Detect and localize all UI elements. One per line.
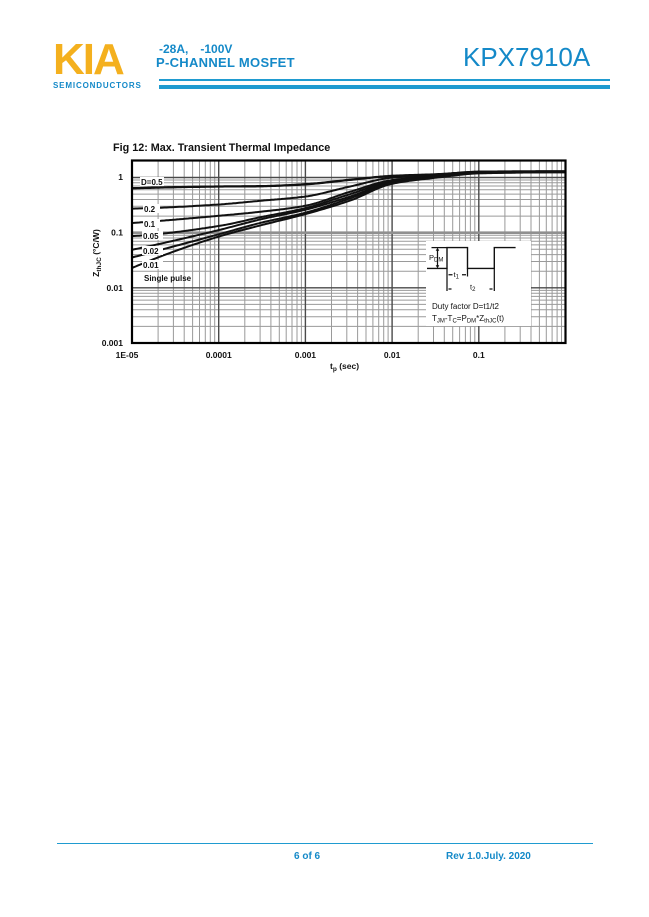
svg-text:0.1: 0.1 (144, 220, 156, 229)
svg-text:0.001: 0.001 (102, 338, 124, 348)
svg-text:0.05: 0.05 (143, 232, 159, 241)
svg-text:0.01: 0.01 (143, 261, 159, 270)
svg-text:Single pulse: Single pulse (144, 274, 192, 283)
svg-text:0.02: 0.02 (143, 247, 159, 256)
svg-text:ZthJC (°C/W): ZthJC (°C/W) (91, 229, 103, 277)
svg-text:1: 1 (118, 172, 123, 182)
svg-text:0.01: 0.01 (384, 350, 401, 360)
svg-text:Fig 12: Max. Transient Thermal: Fig 12: Max. Transient Thermal Impedance (113, 142, 330, 154)
svg-text:PDM: PDM (429, 253, 443, 264)
svg-text:0.2: 0.2 (144, 205, 156, 214)
svg-text:tp (sec): tp (sec) (330, 361, 359, 373)
svg-text:TJM-TC=PDM*ZthJC(t): TJM-TC=PDM*ZthJC(t) (432, 314, 504, 325)
svg-text:t1: t1 (454, 270, 460, 281)
svg-text:0.1: 0.1 (473, 350, 485, 360)
svg-text:D=0.5: D=0.5 (141, 178, 163, 187)
svg-text:0.1: 0.1 (111, 228, 123, 238)
svg-text:0.001: 0.001 (295, 350, 317, 360)
svg-text:t2: t2 (470, 283, 476, 294)
svg-text:1E-05: 1E-05 (116, 350, 139, 360)
svg-text:Duty factor D=t1/t2: Duty factor D=t1/t2 (432, 302, 499, 311)
svg-text:0.01: 0.01 (106, 283, 123, 293)
svg-text:0.0001: 0.0001 (206, 350, 232, 360)
